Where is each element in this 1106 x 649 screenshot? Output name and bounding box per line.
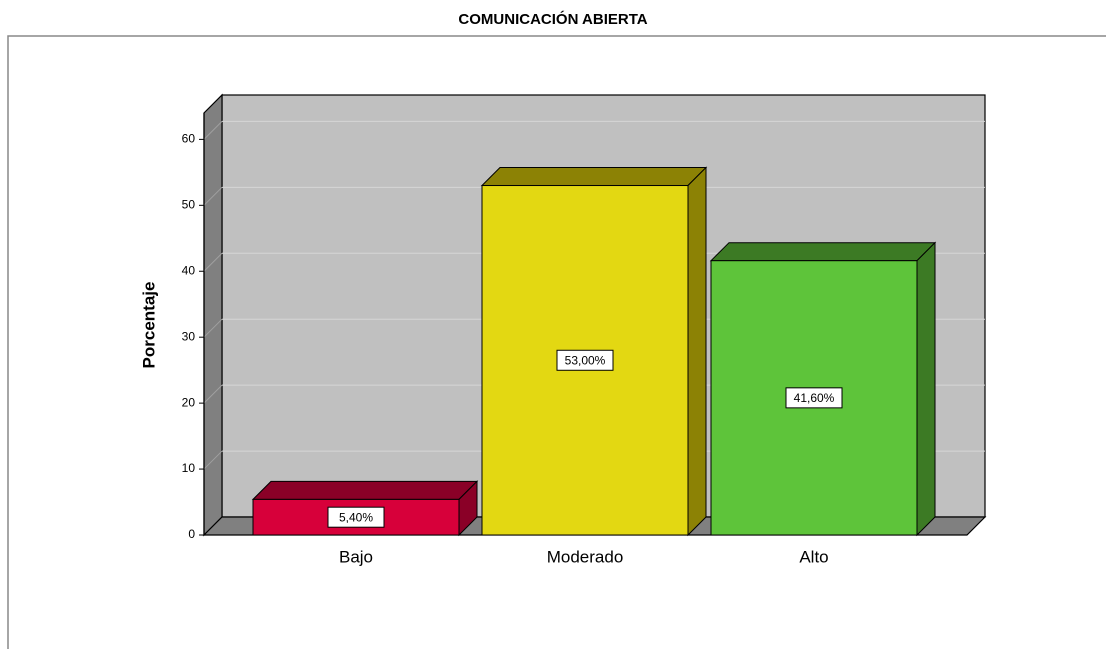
grid-line-side — [203, 384, 223, 404]
value-label-box — [327, 506, 385, 528]
y-axis-label: Porcentaje — [139, 282, 158, 369]
bar-top — [480, 167, 708, 187]
value-label: 5,40% — [339, 510, 373, 524]
side-wall — [203, 93, 223, 537]
bar-top — [709, 242, 937, 262]
grid-line-side — [203, 318, 223, 338]
y-tick-label: 20 — [182, 395, 196, 409]
grid-line-side — [203, 450, 223, 470]
frame — [7, 35, 1106, 649]
y-tick-label: 50 — [182, 197, 196, 211]
x-tick-label: Moderado — [547, 547, 624, 566]
bar-side — [916, 241, 936, 537]
y-tick-label: 60 — [182, 132, 196, 146]
value-label-box — [556, 349, 614, 371]
y-tick-label: 0 — [188, 527, 195, 541]
value-label-box — [785, 387, 843, 409]
grid-line-side — [203, 252, 223, 272]
grid-line-side — [203, 121, 223, 140]
chart-title: COMUNICACIÓN ABIERTA — [458, 10, 647, 28]
bar-side — [687, 166, 707, 537]
y-tick-label: 10 — [182, 461, 196, 475]
value-label: 53,00% — [565, 353, 606, 367]
bar-top — [251, 480, 479, 500]
grid-line-side — [203, 186, 223, 206]
y-tick-label: 30 — [182, 329, 196, 343]
x-tick-label: Bajo — [339, 547, 373, 566]
y-tick-label: 40 — [182, 263, 196, 277]
x-tick-label: Alto — [799, 547, 828, 566]
value-label: 41,60% — [794, 391, 835, 405]
